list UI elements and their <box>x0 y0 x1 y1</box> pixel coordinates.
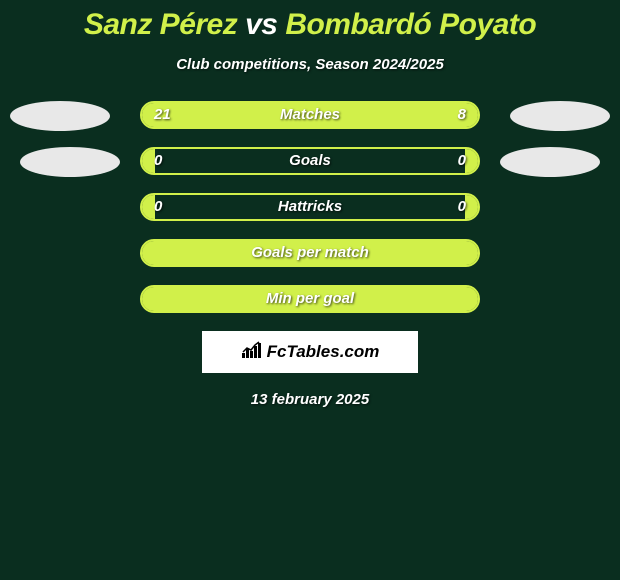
stat-row: Matches218 <box>0 101 620 129</box>
bar-right-fill <box>465 149 478 173</box>
bar-track: Hattricks00 <box>140 193 480 221</box>
footer-logo: FcTables.com <box>202 331 418 373</box>
bar-track: Min per goal <box>140 285 480 313</box>
bar-right-fill <box>377 103 478 127</box>
bar-track: Goals00 <box>140 147 480 175</box>
title-player1: Sanz Pérez <box>84 8 237 41</box>
stat-rows: Matches218 Goals00 Hattricks00 Goals per ma… <box>0 101 620 313</box>
footer-date: 13 february 2025 <box>0 391 620 408</box>
bar-track: Matches218 <box>140 101 480 129</box>
chart-area: Matches218 Goals00 Hattricks00 Goals per ma… <box>0 101 620 408</box>
bar-left-fill <box>142 195 155 219</box>
bar-left-fill <box>142 241 478 265</box>
bar-left-fill <box>142 103 377 127</box>
bar-right-fill <box>465 195 478 219</box>
title-vs: vs <box>245 8 277 41</box>
bar-label: Hattricks <box>142 195 478 219</box>
title-player2: Bombardó Poyato <box>285 8 536 41</box>
stat-row: Hattricks00 <box>0 193 620 221</box>
page-title: Sanz Pérez vs Bombardó Poyato <box>0 8 620 42</box>
stat-row: Min per goal <box>0 285 620 313</box>
stat-row: Goals00 <box>0 147 620 175</box>
bar-left-fill <box>142 287 478 311</box>
comparison-infographic: Sanz Pérez vs Bombardó Poyato Club compe… <box>0 0 620 408</box>
bar-chart-icon <box>241 341 263 364</box>
footer-logo-text: FcTables.com <box>267 342 380 362</box>
bar-label: Goals <box>142 149 478 173</box>
bar-left-fill <box>142 149 155 173</box>
bar-track: Goals per match <box>140 239 480 267</box>
stat-row: Goals per match <box>0 239 620 267</box>
subtitle: Club competitions, Season 2024/2025 <box>0 56 620 73</box>
